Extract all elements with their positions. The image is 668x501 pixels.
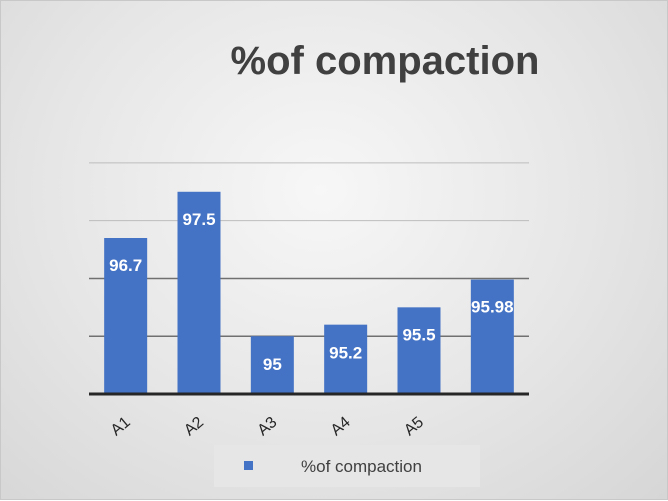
x-tick-label: A4	[328, 414, 354, 440]
chart-title: %of compaction	[231, 39, 540, 83]
legend-swatch	[244, 461, 253, 470]
x-tick-labels: A1 A2 A3 A4 A5	[108, 414, 427, 440]
x-tick-label: A2	[181, 414, 207, 440]
legend-label: %of compaction	[301, 457, 422, 476]
data-label: 95	[263, 355, 282, 374]
bar-a1	[104, 238, 148, 394]
data-label: 95.5	[402, 325, 435, 344]
bar-a4	[324, 324, 368, 394]
bar-a5	[397, 307, 441, 394]
legend: %of compaction	[214, 445, 480, 487]
bar-a3	[250, 336, 294, 394]
data-label: 97.5	[182, 210, 215, 229]
legend-box	[214, 445, 480, 487]
data-label: 95.2	[329, 344, 362, 363]
data-label: 95.98	[471, 298, 514, 317]
data-label: 96.7	[109, 256, 142, 275]
x-tick-label: A3	[254, 414, 280, 440]
bar-a2	[177, 191, 221, 394]
x-tick-label: A1	[108, 414, 134, 440]
bars: 96.7 97.5 95 95.2 95.5 95.98	[104, 191, 514, 394]
gridlines	[89, 162, 529, 337]
x-tick-label: A5	[401, 414, 427, 440]
bar-item-6	[470, 279, 514, 394]
